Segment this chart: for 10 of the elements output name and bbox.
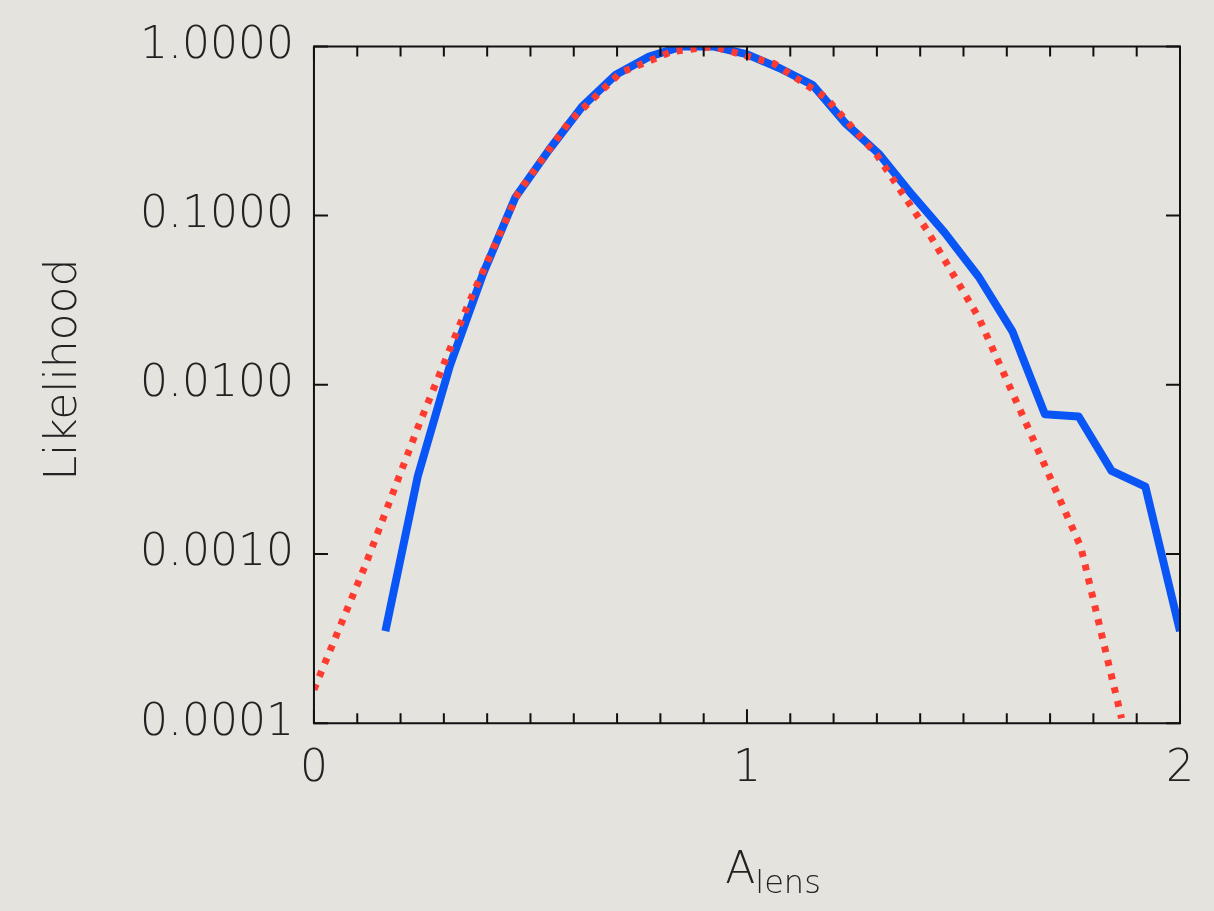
y-tick-label: 0.0001 bbox=[139, 693, 294, 745]
y-tick-label: 0.0010 bbox=[139, 524, 294, 576]
x-tick-label: 0 bbox=[299, 740, 328, 792]
y-tick-label: 0.0100 bbox=[139, 355, 294, 407]
y-tick-label: 0.1000 bbox=[139, 186, 294, 238]
y-axis-title: Likelihood bbox=[34, 258, 86, 481]
x-tick-label: 2 bbox=[1166, 740, 1194, 792]
y-tick-label: 1.0000 bbox=[139, 16, 294, 68]
x-axis-title: A$_{lens}$ bbox=[724, 842, 822, 901]
x-tick-label: 1 bbox=[732, 740, 761, 792]
